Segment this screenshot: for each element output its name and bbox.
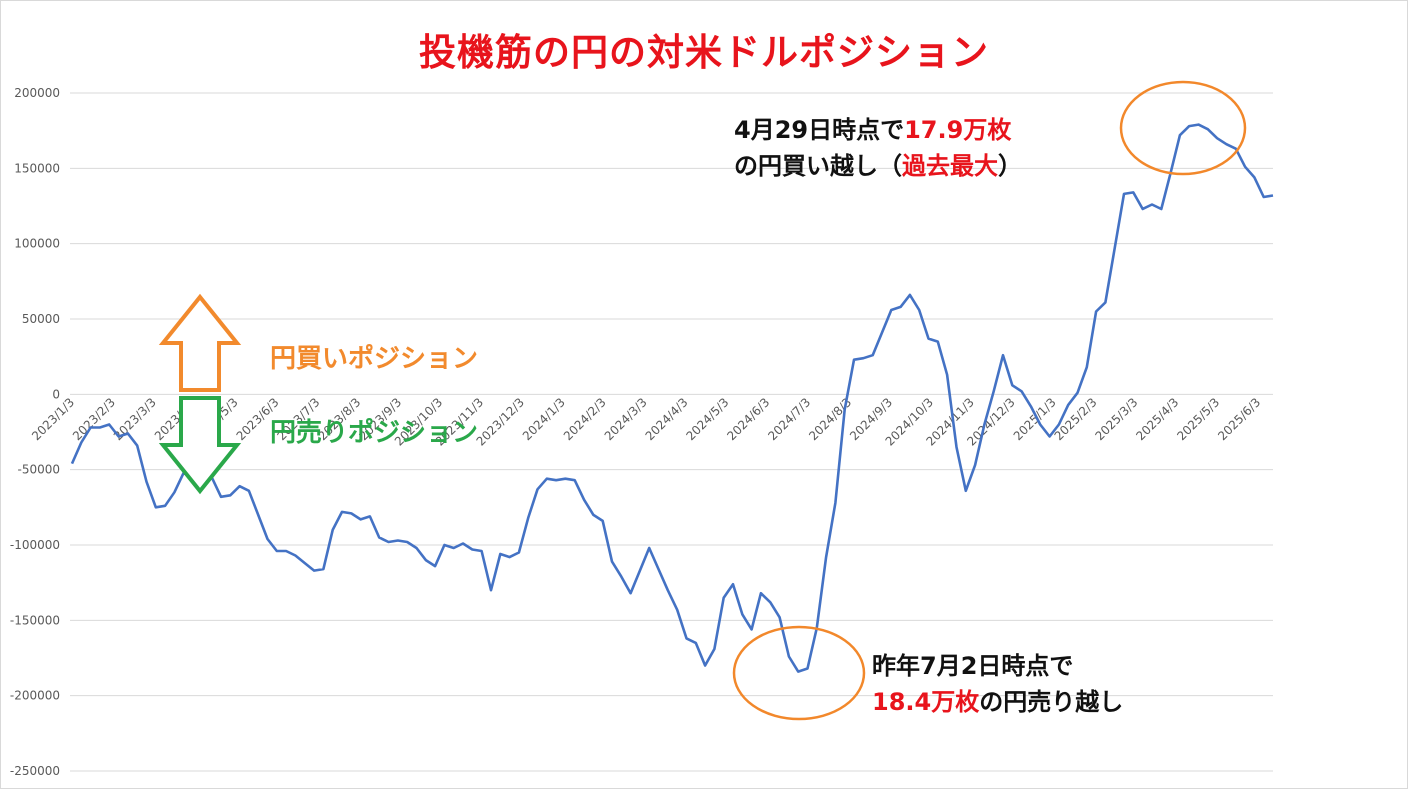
chart-title: 投機筋の円の対米ドルポジション bbox=[419, 31, 989, 74]
chart-marks bbox=[70, 80, 1274, 721]
x-tick-label: 2025/5/3 bbox=[1174, 395, 1222, 443]
peak-annotation-prefix: 4月29日時点で bbox=[734, 116, 905, 144]
x-tick-label: 2023/2/3 bbox=[70, 395, 118, 443]
y-tick-label: -50000 bbox=[17, 463, 60, 477]
trough-annotation: 昨年7月2日時点で 18.4万枚の円売り越し bbox=[872, 648, 1123, 720]
peak-highlight-circle bbox=[1119, 80, 1247, 176]
yen-sell-position-label: 円売りポジション bbox=[270, 418, 479, 448]
y-tick-label: 0 bbox=[52, 387, 60, 401]
y-tick-label: 100000 bbox=[14, 237, 60, 251]
trough-highlight-circle bbox=[732, 625, 866, 721]
trough-annotation-suffix: の円売り越し bbox=[979, 688, 1124, 716]
trough-annotation-line1: 昨年7月2日時点で bbox=[872, 652, 1074, 680]
peak-annotation-line2-suffix: ） bbox=[998, 152, 1022, 180]
x-tick-label: 2025/2/3 bbox=[1052, 395, 1100, 443]
x-tick-label: 2025/3/3 bbox=[1093, 395, 1141, 443]
x-tick-label: 2024/7/3 bbox=[765, 395, 813, 443]
x-tick-label: 2025/6/3 bbox=[1215, 395, 1263, 443]
x-tick-label: 2023/1/3 bbox=[29, 395, 77, 443]
arrow-up-icon bbox=[158, 293, 242, 392]
trough-annotation-value: 18.4万枚 bbox=[872, 688, 980, 716]
gridlines bbox=[70, 92, 1273, 772]
y-tick-label: -200000 bbox=[10, 689, 60, 703]
x-tick-label: 2024/1/3 bbox=[520, 395, 568, 443]
series-line bbox=[70, 123, 1274, 673]
y-axis-ticks: 200000 150000 100000 50000 0 -50000 -100000 -15… bbox=[10, 86, 60, 778]
y-tick-label: -150000 bbox=[10, 613, 60, 627]
x-tick-label: 2024/4/3 bbox=[643, 395, 691, 443]
y-tick-label: 50000 bbox=[22, 312, 60, 326]
y-tick-label: 200000 bbox=[14, 86, 60, 100]
y-tick-label: -250000 bbox=[10, 764, 60, 778]
peak-annotation-line2-prefix: の円買い越し（ bbox=[734, 152, 902, 180]
x-tick-label: 2024/2/3 bbox=[561, 395, 609, 443]
arrow-down-icon bbox=[158, 396, 242, 495]
x-tick-label: 2025/4/3 bbox=[1133, 395, 1181, 443]
peak-annotation: 4月29日時点で17.9万枚 の円買い越し（過去最大） bbox=[734, 112, 1022, 184]
yen-buy-position-label: 円買いポジション bbox=[270, 344, 479, 374]
x-tick-label: 2024/3/3 bbox=[602, 395, 650, 443]
peak-annotation-value: 17.9万枚 bbox=[904, 116, 1012, 144]
y-tick-label: 150000 bbox=[14, 161, 60, 175]
x-tick-label: 2024/6/3 bbox=[724, 395, 772, 443]
x-tick-label: 2024/5/3 bbox=[684, 395, 732, 443]
y-tick-label: -100000 bbox=[10, 538, 60, 552]
peak-annotation-record: 過去最大 bbox=[902, 152, 998, 180]
